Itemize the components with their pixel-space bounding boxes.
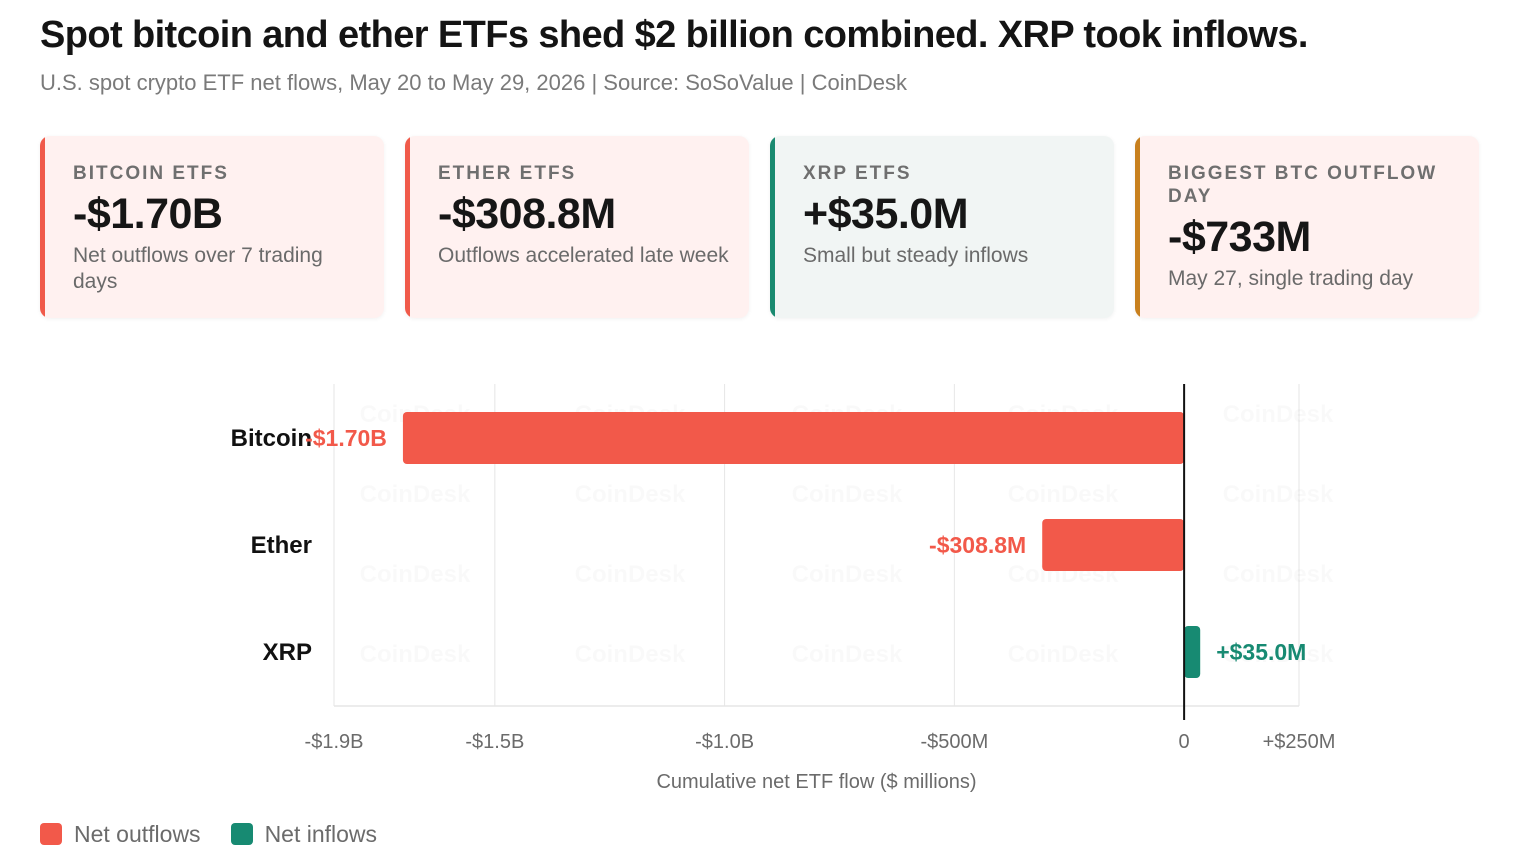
card-accent [40,136,45,318]
x-tick-label: +$250M [1263,731,1336,753]
watermark-text: CoinDesk [575,641,686,668]
legend-item-inflows: Net inflows [230,820,378,848]
value-label: +$35.0M [1216,639,1306,665]
category-label: Ether [251,532,312,559]
category-label: Bitcoin [231,425,312,452]
card-xrp: XRP ETFS +$35.0M Small but steady inflow… [770,136,1114,318]
card-eyebrow: BITCOIN ETFS [73,163,229,184]
bar [402,412,1185,464]
legend-swatch-outflows [40,823,62,845]
bar [1042,519,1185,571]
watermark-text: CoinDesk [575,561,686,588]
legend: Net outflows Net inflows [40,820,407,848]
watermark-text: CoinDesk [1223,401,1334,428]
card-value: +$35.0M [803,190,969,238]
x-tick-label: -$1.5B [465,731,524,753]
x-tick-label: -$1.0B [695,731,754,753]
watermark-text: CoinDesk [1008,481,1119,508]
card-accent [770,136,775,318]
card-note: May 27, single trading day [1168,267,1414,290]
watermark-text: CoinDesk [792,561,903,588]
card-bitcoin: BITCOIN ETFS -$1.70B Net outflows over 7… [40,136,384,318]
x-tick-label: 0 [1179,731,1190,753]
card-eyebrow: XRP ETFS [803,163,912,184]
legend-label: Net inflows [264,820,378,847]
bar [1184,626,1201,678]
x-axis-title: Cumulative net ETF flow ($ millions) [656,771,976,793]
watermark-text: CoinDesk [360,561,471,588]
summary-cards: BITCOIN ETFS -$1.70B Net outflows over 7… [40,136,1480,318]
card-ether: ETHER ETFS -$308.8M Outflows accelerated… [405,136,749,318]
card-accent [405,136,410,318]
card-eyebrow: BIGGEST BTC OUTFLOW DAY [1168,163,1438,207]
watermark-text: CoinDesk [360,481,471,508]
card-note: Small but steady inflows [803,244,1029,267]
bar-chart-svg: CoinDesk CoinDesk CoinDesk CoinDesk CoinDesk… [231,384,1336,793]
card-note: Net outflows over 7 trading days [73,244,323,293]
card-value: -$1.70B [73,190,223,238]
chart-title: Spot bitcoin and ether ETFs shed $2 bill… [40,14,1308,56]
legend-swatch-inflows [230,823,253,845]
watermark-text: CoinDesk [575,481,686,508]
watermark-text: CoinDesk [1008,641,1119,668]
card-note: Outflows accelerated late week [438,244,729,267]
value-label: -$1.70B [305,425,387,451]
watermark-text: CoinDesk [792,641,903,668]
value-label: -$308.8M [929,532,1026,558]
category-label: XRP [263,639,312,666]
watermark-text: CoinDesk [1223,561,1334,588]
card-value: -$733M [1168,213,1311,261]
card-eyebrow: ETHER ETFS [438,163,577,184]
x-tick-label: -$1.9B [305,731,364,753]
x-tick-label: -$500M [920,731,988,753]
chart-subtitle: U.S. spot crypto ETF net flows, May 20 t… [40,70,907,95]
legend-item-outflows: Net outflows [40,821,201,848]
card-accent [1135,136,1140,318]
bar-chart: CoinDesk CoinDesk CoinDesk CoinDesk CoinDesk… [0,370,1532,810]
watermark-text: CoinDesk [360,641,471,668]
watermark-text: CoinDesk [792,481,903,508]
card-biggest-outflow: BIGGEST BTC OUTFLOW DAY -$733M May 27, s… [1135,136,1479,318]
legend-label: Net outflows [74,820,201,847]
watermark-text: CoinDesk [1223,481,1334,508]
card-value: -$308.8M [438,190,616,238]
